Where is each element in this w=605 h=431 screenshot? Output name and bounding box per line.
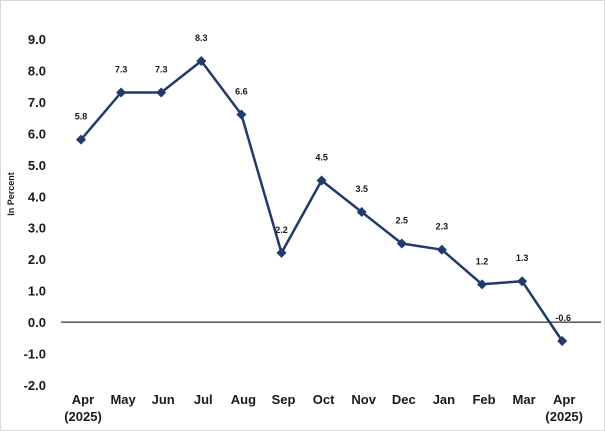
data-point-marker — [477, 279, 487, 290]
data-point-marker — [517, 276, 528, 287]
x-tick-label: Nov — [351, 392, 376, 407]
data-point-marker — [436, 244, 447, 255]
x-tick-label: Apr (2025) — [64, 392, 102, 424]
data-label: 2.5 — [396, 215, 409, 225]
data-point-marker — [236, 109, 247, 120]
y-tick-label: 2.0 — [28, 252, 46, 267]
y-tick-label: 0.0 — [28, 315, 46, 330]
x-tick-label: Feb — [472, 392, 495, 407]
data-label: 5.8 — [75, 112, 88, 122]
data-label: 2.3 — [436, 222, 449, 232]
x-tick-label: Oct — [313, 392, 335, 407]
data-point-marker — [356, 207, 367, 217]
y-tick-label: -1.0 — [24, 347, 46, 362]
series-line — [80, 59, 564, 342]
y-tick-label: 9.0 — [28, 32, 46, 47]
data-point-marker — [396, 238, 407, 249]
y-tick-label: 8.0 — [28, 63, 46, 78]
data-labels: 5.8 7.3 7.3 8.3 6.6 2.2 4.5 3.5 2.5 2.3 1.2 1.3 -0.6 — [75, 33, 571, 323]
y-axis-title: In Percent — [6, 172, 16, 216]
data-point-marker — [76, 134, 86, 145]
data-label: 4.5 — [315, 153, 328, 163]
data-label: 2.2 — [275, 225, 288, 235]
data-label: 3.5 — [355, 184, 368, 194]
x-tick-label: Jan — [433, 392, 455, 407]
y-tick-label: 7.0 — [28, 95, 46, 110]
x-tick-label: Dec — [392, 392, 416, 407]
x-tick-label: Mar — [513, 392, 536, 407]
data-label: 7.3 — [155, 64, 168, 74]
series-markers — [76, 56, 568, 346]
data-label: -0.6 — [555, 313, 571, 323]
y-tick-label: 1.0 — [28, 284, 46, 299]
y-tick-label: 5.0 — [28, 158, 46, 173]
x-tick-label: Apr (2025) — [545, 392, 583, 424]
data-label: 8.3 — [195, 33, 208, 43]
data-point-marker — [316, 175, 327, 186]
data-point-marker — [276, 247, 287, 258]
data-label: 1.2 — [476, 256, 489, 266]
data-label: 1.3 — [516, 253, 529, 263]
data-point-marker — [196, 56, 207, 67]
x-tick-label: Jun — [152, 392, 175, 407]
y-tick-label: 3.0 — [28, 221, 46, 236]
x-tick-label: Aug — [231, 392, 256, 407]
y-tick-label: -2.0 — [24, 378, 46, 393]
data-label: 6.6 — [235, 86, 248, 96]
x-tick-label: Jul — [194, 392, 213, 407]
data-label: 7.3 — [115, 64, 128, 74]
y-axis-tick-labels: 9.0 8.0 7.0 6.0 5.0 4.0 3.0 2.0 1.0 0.0 -1.0 -2.0 — [24, 32, 46, 393]
y-tick-label: 4.0 — [28, 189, 46, 204]
data-point-marker — [156, 87, 167, 98]
x-tick-label: May — [110, 392, 136, 407]
data-point-marker — [557, 335, 568, 346]
data-point-marker — [116, 87, 127, 98]
x-axis-tick-labels: Apr (2025) May Jun Jul Aug Sep Oct Nov Dec Jan Feb M… — [64, 392, 583, 424]
y-tick-label: 6.0 — [28, 126, 46, 141]
x-tick-label: Sep — [272, 392, 296, 407]
